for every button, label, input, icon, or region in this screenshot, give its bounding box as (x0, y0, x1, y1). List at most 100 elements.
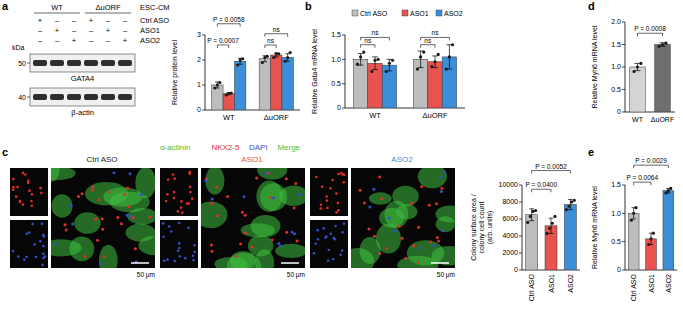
data-point (632, 212, 635, 215)
error-bar (649, 233, 653, 244)
blot-band (33, 60, 47, 66)
data-point (430, 65, 433, 68)
nucleus (335, 211, 338, 214)
cell (397, 256, 438, 268)
bar (259, 59, 270, 110)
significance-bracket (361, 37, 390, 40)
data-point (573, 199, 576, 202)
nucleus (174, 260, 177, 263)
micrograph-dapi (160, 220, 198, 268)
nucleus (329, 187, 332, 190)
data-point (218, 81, 221, 84)
blot-band (33, 94, 47, 100)
nucleus (177, 249, 180, 252)
nucleus (19, 200, 22, 203)
significance-label: P = 0.0400 (526, 181, 558, 188)
micrograph-merge (51, 168, 155, 268)
nucleus (128, 205, 131, 208)
bar (223, 94, 234, 110)
blot-label: GATA4 (71, 74, 94, 83)
nucleus (211, 197, 214, 200)
micrograph-dapi (310, 220, 348, 268)
significance-bracket (421, 45, 435, 48)
sign: – (55, 36, 60, 45)
nucleus (41, 222, 44, 225)
chart-0: 0123Relative protein levelWTΔuORFP = 0.0… (171, 16, 300, 122)
y-tick (622, 185, 625, 186)
figure: abcdeWTΔuORFESC-CM+––+––Ctrl ASO–+––+–AS… (0, 0, 683, 313)
cell (51, 168, 60, 182)
data-point (526, 221, 529, 224)
bar (368, 63, 382, 108)
nucleus (91, 189, 94, 192)
legend-label: ASO2 (444, 10, 463, 17)
blot-band (67, 94, 81, 100)
nucleus (419, 247, 422, 250)
micrograph-dapi (10, 220, 48, 268)
nucleus (116, 216, 119, 219)
nucleus (255, 176, 258, 179)
row-label: ASO2 (140, 36, 160, 45)
nucleus (359, 189, 362, 192)
x-tick-label: ASO1 (548, 274, 555, 293)
nucleus (337, 209, 340, 212)
y-tick-label: 1.5 (331, 31, 341, 38)
nucleus (12, 178, 15, 181)
cell (435, 206, 455, 223)
chart-2: 0200040006000800010000Colony surface are… (470, 163, 580, 302)
nucleus (325, 195, 328, 198)
y-tick (622, 213, 625, 214)
image-background (10, 168, 48, 216)
chart-3: 00.51.01.52.0Relative Myh6 mRNA levelWTΔ… (591, 18, 675, 123)
nucleus (39, 240, 42, 243)
nucleus (165, 200, 168, 203)
data-point (391, 59, 394, 62)
stain-label: Merge (277, 143, 300, 152)
nucleus (178, 255, 181, 258)
y-tick-label: 1.5 (611, 41, 621, 48)
data-point (266, 55, 269, 58)
data-point (570, 200, 573, 203)
y-tick (342, 59, 345, 60)
marker-label: 50 (18, 60, 26, 67)
nucleus (31, 204, 34, 207)
cell (52, 194, 73, 217)
data-point (634, 206, 637, 209)
nucleus (81, 192, 84, 195)
data-point (373, 59, 376, 62)
nucleus (178, 247, 181, 250)
significance-label: P = 0.0052 (535, 163, 567, 170)
nucleus (226, 195, 229, 198)
nucleus (272, 197, 275, 200)
panel-label: c (2, 146, 8, 158)
y-tick (622, 112, 625, 113)
nucleus (298, 193, 301, 196)
nucleus (26, 232, 29, 235)
nucleus (285, 231, 288, 234)
nucleus (94, 218, 97, 221)
y-tick-label: 4000 (502, 232, 518, 239)
plot-area (526, 199, 577, 270)
nucleus (250, 245, 253, 248)
x-tick-label: ASO1 (648, 274, 655, 293)
y-tick (342, 108, 345, 109)
nucleus (129, 215, 132, 218)
error-bar (568, 199, 573, 209)
error-bar (634, 63, 640, 70)
y-tick (519, 219, 522, 220)
x-tick-label: WT (632, 116, 644, 123)
data-point (448, 55, 451, 58)
data-point (216, 83, 219, 86)
nucleus (177, 210, 180, 213)
stain-label: α-actinin (160, 143, 190, 152)
data-point (548, 227, 551, 230)
nucleus (173, 197, 176, 200)
nucleus (327, 259, 330, 262)
plot-area (628, 187, 673, 270)
nucleus (167, 179, 170, 182)
nucleus (429, 241, 432, 244)
blot-band (101, 60, 115, 66)
bar (630, 67, 646, 112)
nucleus (12, 250, 15, 253)
group-label: WT (51, 3, 63, 12)
